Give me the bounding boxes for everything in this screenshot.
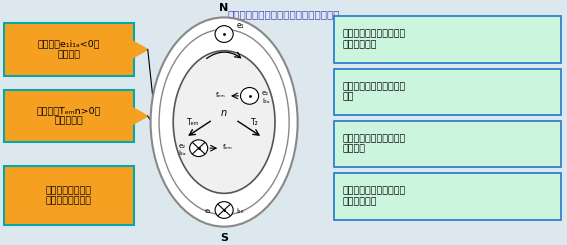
Text: i₂ₐ: i₂ₐ bbox=[179, 150, 186, 156]
Text: e₂: e₂ bbox=[262, 90, 269, 97]
Text: 转子侧，Tₑₘn>0，
输出机械能: 转子侧，Tₑₘn>0， 输出机械能 bbox=[36, 106, 101, 126]
Text: fₑₘ: fₑₘ bbox=[222, 144, 232, 150]
Text: 右手定则判断定转子导体
的感应电动势: 右手定则判断定转子导体 的感应电动势 bbox=[343, 30, 406, 49]
Polygon shape bbox=[131, 40, 148, 59]
Text: 左手定则判断定转子导体
的电磁力方向: 左手定则判断定转子导体 的电磁力方向 bbox=[343, 187, 406, 206]
Text: T₂: T₂ bbox=[251, 118, 259, 126]
Ellipse shape bbox=[215, 26, 233, 42]
Text: e₁: e₁ bbox=[236, 22, 244, 30]
Text: fₑₘ: fₑₘ bbox=[216, 92, 226, 98]
Ellipse shape bbox=[173, 51, 275, 193]
Text: i₂ₐ: i₂ₐ bbox=[262, 98, 270, 104]
Text: N: N bbox=[219, 3, 229, 13]
Ellipse shape bbox=[151, 17, 298, 227]
Text: 感应电动机的三种运行状态及其判断方法: 感应电动机的三种运行状态及其判断方法 bbox=[227, 9, 340, 19]
Text: Tₑₘ: Tₑₘ bbox=[187, 118, 199, 126]
FancyBboxPatch shape bbox=[335, 16, 561, 62]
FancyBboxPatch shape bbox=[3, 90, 134, 142]
Text: S: S bbox=[220, 233, 228, 243]
FancyBboxPatch shape bbox=[3, 166, 134, 225]
Text: e₂: e₂ bbox=[179, 143, 186, 149]
Text: 定子侧，e₁i₁ₐ<0，
吸收电能: 定子侧，e₁i₁ₐ<0， 吸收电能 bbox=[37, 40, 100, 59]
Polygon shape bbox=[131, 107, 148, 126]
Text: e₁: e₁ bbox=[205, 208, 211, 214]
Text: i₁₀: i₁₀ bbox=[236, 208, 244, 214]
Text: n: n bbox=[221, 108, 227, 118]
FancyBboxPatch shape bbox=[3, 23, 134, 76]
Text: 电机从电源吸收电
能，转换为机械能: 电机从电源吸收电 能，转换为机械能 bbox=[45, 186, 91, 206]
Ellipse shape bbox=[240, 87, 259, 104]
Text: 转子导体电流方向和电动
势同: 转子导体电流方向和电动 势同 bbox=[343, 82, 406, 101]
Ellipse shape bbox=[215, 202, 233, 218]
FancyBboxPatch shape bbox=[335, 121, 561, 167]
Text: 相邻的定、转子导体电流
方向相反: 相邻的定、转子导体电流 方向相反 bbox=[343, 134, 406, 154]
FancyBboxPatch shape bbox=[335, 69, 561, 115]
FancyBboxPatch shape bbox=[335, 173, 561, 220]
Ellipse shape bbox=[189, 140, 208, 157]
